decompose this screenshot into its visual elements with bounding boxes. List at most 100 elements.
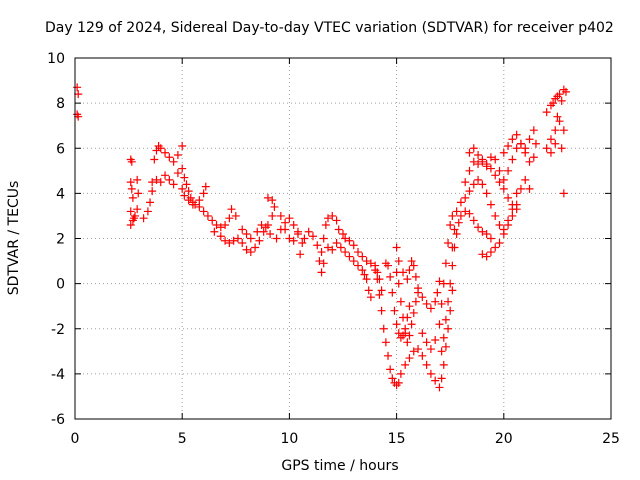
data-point xyxy=(405,354,414,363)
data-point xyxy=(242,229,251,238)
data-point xyxy=(152,146,161,155)
x-tick-label: 20 xyxy=(495,431,513,447)
data-point xyxy=(126,207,135,216)
data-point xyxy=(551,139,560,148)
data-point xyxy=(148,178,157,187)
data-point xyxy=(381,338,390,347)
data-point xyxy=(276,211,285,220)
data-point xyxy=(486,248,495,257)
data-point xyxy=(371,266,380,275)
data-point xyxy=(225,239,234,248)
data-point xyxy=(542,144,551,153)
data-point xyxy=(504,193,513,202)
data-point xyxy=(396,297,405,306)
data-point xyxy=(461,193,470,202)
data-point xyxy=(495,166,504,175)
data-point xyxy=(73,83,82,92)
data-point xyxy=(379,324,388,333)
data-point xyxy=(465,209,474,218)
data-point xyxy=(441,259,450,268)
data-point xyxy=(134,189,143,198)
data-point xyxy=(426,304,435,313)
data-points xyxy=(73,83,570,392)
axis-ticks xyxy=(74,57,612,420)
data-point xyxy=(461,178,470,187)
data-point xyxy=(332,216,341,225)
data-point xyxy=(469,180,478,189)
data-point xyxy=(499,175,508,184)
data-point xyxy=(482,229,491,238)
data-point xyxy=(143,207,152,216)
data-point xyxy=(332,239,341,248)
data-point xyxy=(414,345,423,354)
data-point xyxy=(178,164,187,173)
data-point xyxy=(229,236,238,245)
data-point xyxy=(133,175,142,184)
data-point xyxy=(557,96,566,105)
data-point xyxy=(210,227,219,236)
data-point xyxy=(478,155,487,164)
data-point xyxy=(131,211,140,220)
data-point xyxy=(448,286,457,295)
data-point xyxy=(529,126,538,135)
data-point xyxy=(126,220,135,229)
data-point xyxy=(184,196,193,205)
data-point xyxy=(188,200,197,209)
data-point xyxy=(444,297,453,306)
data-point xyxy=(418,329,427,338)
data-point xyxy=(499,229,508,238)
x-tick-label: 25 xyxy=(602,431,620,447)
y-tick-labels: -6 -4 -2 0 2 4 6 8 10 xyxy=(47,51,65,428)
data-point xyxy=(345,252,354,261)
data-point xyxy=(349,257,358,266)
data-point xyxy=(529,153,538,162)
data-point xyxy=(433,288,442,297)
y-tick-label: 8 xyxy=(56,96,65,112)
data-point xyxy=(165,153,174,162)
x-tick-label: 10 xyxy=(280,431,298,447)
data-point xyxy=(246,234,255,243)
data-point xyxy=(366,259,375,268)
data-point xyxy=(561,87,570,96)
data-point xyxy=(268,211,277,220)
data-point xyxy=(469,144,478,153)
data-point xyxy=(486,164,495,173)
data-point xyxy=(255,236,264,245)
data-point xyxy=(456,211,465,220)
data-point xyxy=(349,241,358,250)
data-point xyxy=(281,225,290,234)
data-point xyxy=(394,279,403,288)
data-point xyxy=(456,198,465,207)
data-point xyxy=(394,378,403,387)
data-point xyxy=(407,320,416,329)
data-point xyxy=(542,108,551,117)
data-point xyxy=(285,214,294,223)
data-point xyxy=(474,223,483,232)
data-point xyxy=(482,160,491,169)
data-point xyxy=(551,126,560,135)
data-point xyxy=(504,166,513,175)
data-point xyxy=(482,252,491,261)
data-point xyxy=(242,245,251,254)
data-point xyxy=(512,200,521,209)
data-point xyxy=(253,227,262,236)
data-point xyxy=(308,232,317,241)
data-point xyxy=(296,250,305,259)
data-point xyxy=(394,257,403,266)
data-point xyxy=(201,182,210,191)
data-point xyxy=(407,257,416,266)
data-point xyxy=(405,331,414,340)
data-point xyxy=(203,211,212,220)
data-point xyxy=(375,290,384,299)
data-point xyxy=(403,338,412,347)
data-point xyxy=(300,234,309,243)
data-point xyxy=(521,144,530,153)
data-point xyxy=(448,211,457,220)
data-point xyxy=(508,211,517,220)
data-point xyxy=(323,214,332,223)
data-point xyxy=(251,243,260,252)
data-point xyxy=(238,225,247,234)
data-point xyxy=(452,229,461,238)
data-point xyxy=(448,261,457,270)
data-point xyxy=(504,141,513,150)
